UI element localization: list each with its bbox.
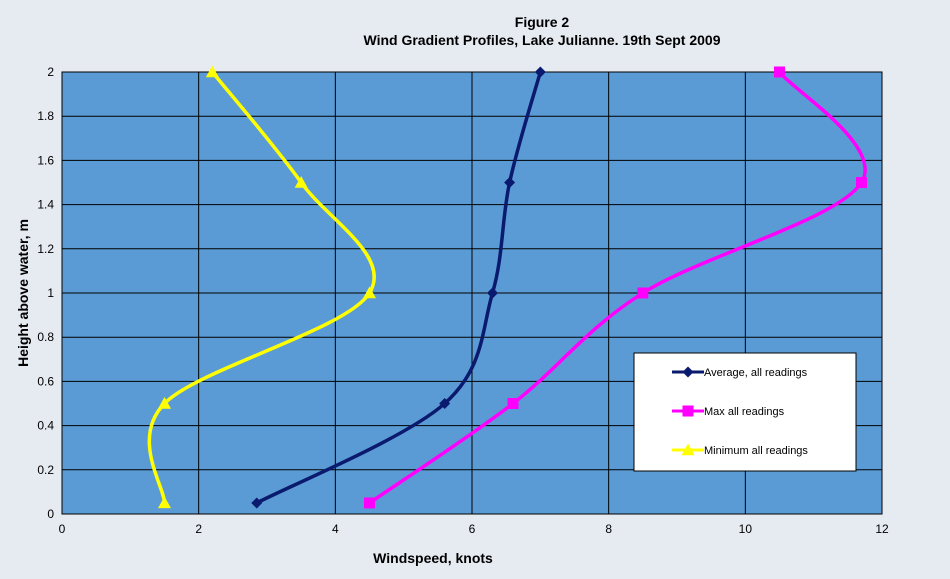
data-point (158, 496, 171, 509)
data-point (439, 398, 451, 409)
data-point (363, 286, 376, 299)
data-point (534, 66, 546, 78)
data-point (251, 497, 263, 509)
data-point (856, 177, 867, 188)
legend-label: Minimum all readings (704, 445, 808, 457)
y-tick-label: 0.8 (37, 330, 54, 344)
x-tick-label: 12 (875, 522, 889, 536)
y-tick-label: 0 (47, 507, 54, 521)
y-tick-label: 1.4 (37, 198, 54, 212)
series-line (255, 71, 543, 505)
x-tick-label: 6 (469, 522, 476, 536)
chart-subtitle: Wind Gradient Profiles, Lake Julianne. 1… (364, 32, 721, 48)
data-point (504, 177, 516, 188)
data-point (158, 397, 171, 409)
legend-box (633, 352, 857, 472)
x-tick-label: 4 (332, 522, 339, 536)
data-point (507, 398, 519, 409)
data-point (205, 65, 219, 78)
y-tick-label: 1 (47, 286, 54, 300)
x-tick-label: 10 (739, 522, 753, 536)
x-tick-label: 2 (195, 522, 202, 536)
data-point (364, 497, 375, 509)
y-tick-label: 0.6 (37, 374, 54, 388)
chart-title: Figure 2 (515, 14, 570, 30)
y-tick-label: 2 (47, 65, 54, 79)
legend-swatch-marker (681, 443, 695, 456)
data-point (637, 287, 649, 299)
data-point (774, 66, 785, 78)
legend-label: Max all readings (704, 406, 785, 418)
legend-label: Average, all readings (704, 367, 808, 379)
y-tick-label: 1.8 (37, 109, 54, 123)
x-axis-title: Windspeed, knots (373, 550, 493, 566)
data-point (294, 176, 308, 188)
y-tick-label: 1.2 (37, 242, 54, 256)
y-tick-label: 0.2 (37, 463, 54, 477)
data-point (487, 287, 498, 299)
y-tick-label: 0.4 (37, 419, 54, 433)
legend-swatch-marker (682, 366, 694, 378)
x-tick-label: 0 (59, 522, 66, 536)
y-tick-label: 1.6 (37, 153, 54, 167)
plot-border (61, 71, 883, 515)
x-tick-label: 8 (605, 522, 612, 536)
legend-swatch-marker (682, 405, 694, 417)
y-axis-title: Height above water, m (15, 219, 31, 367)
